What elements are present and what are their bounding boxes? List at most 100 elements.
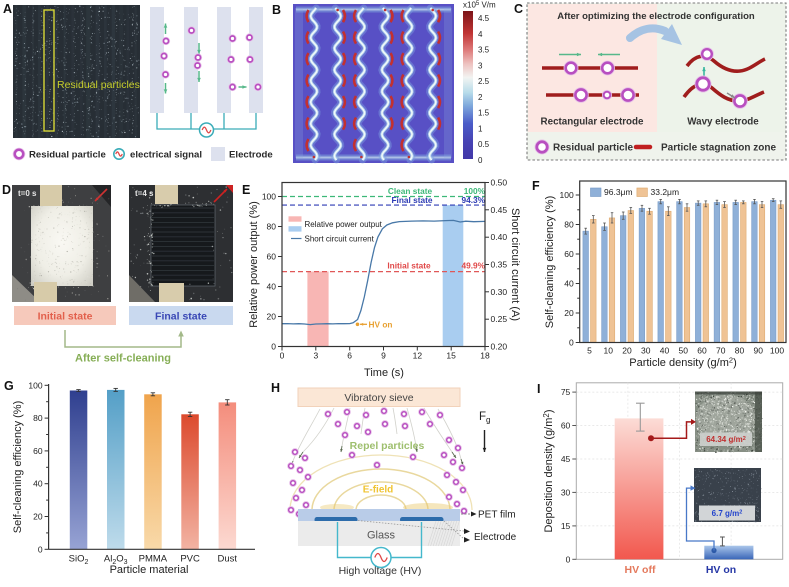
svg-text:0: 0 xyxy=(478,156,483,165)
svg-text:3: 3 xyxy=(313,351,318,361)
svg-text:0.45: 0.45 xyxy=(491,205,508,215)
svg-text:75: 75 xyxy=(561,387,571,397)
svg-text:HV off: HV off xyxy=(625,564,656,576)
svg-text:30: 30 xyxy=(561,487,571,497)
svg-text:HV on: HV on xyxy=(706,564,736,576)
svg-text:45: 45 xyxy=(561,454,571,464)
svg-text:A: A xyxy=(3,2,12,16)
svg-text:Electrode: Electrode xyxy=(229,150,273,161)
svg-text:94.3%: 94.3% xyxy=(461,195,485,205)
svg-text:33.2μm: 33.2μm xyxy=(651,187,680,197)
svg-text:6: 6 xyxy=(347,351,352,361)
svg-text:40: 40 xyxy=(564,279,574,289)
svg-text:Glass: Glass xyxy=(367,530,396,542)
svg-text:Vibratory sieve: Vibratory sieve xyxy=(344,392,413,404)
svg-text:30: 30 xyxy=(641,346,651,356)
svg-text:100: 100 xyxy=(770,346,784,356)
svg-text:96.3μm: 96.3μm xyxy=(604,187,633,197)
svg-text:Electrode: Electrode xyxy=(474,532,517,543)
svg-text:x105 V/m: x105 V/m xyxy=(463,1,496,10)
svg-text:Residual particle: Residual particle xyxy=(29,150,106,161)
svg-text:Particle density (g/m2): Particle density (g/m2) xyxy=(629,356,737,370)
svg-text:Particle stagnation zone: Particle stagnation zone xyxy=(661,143,776,154)
svg-text:60: 60 xyxy=(33,446,43,456)
svg-text:40: 40 xyxy=(33,479,43,489)
svg-text:6.7 g/m2: 6.7 g/m2 xyxy=(712,509,743,518)
svg-text:0.25: 0.25 xyxy=(491,314,508,324)
svg-text:Relative power output (%): Relative power output (%) xyxy=(248,201,260,328)
svg-text:2: 2 xyxy=(478,93,483,102)
svg-text:20: 20 xyxy=(564,308,574,318)
svg-text:0.5: 0.5 xyxy=(478,140,490,149)
svg-text:F: F xyxy=(532,179,540,193)
svg-text:80: 80 xyxy=(564,220,574,230)
svg-text:0: 0 xyxy=(271,342,276,352)
svg-text:3: 3 xyxy=(478,61,483,70)
svg-text:1: 1 xyxy=(478,124,483,133)
svg-text:electrical signal: electrical signal xyxy=(130,150,202,161)
svg-text:Short circuit current (A): Short circuit current (A) xyxy=(509,208,521,321)
svg-text:Final state: Final state xyxy=(391,195,432,205)
svg-text:Self-cleaning efficiency (%): Self-cleaning efficiency (%) xyxy=(544,196,556,328)
svg-text:40: 40 xyxy=(660,346,670,356)
svg-text:Time (s): Time (s) xyxy=(364,367,404,379)
svg-text:H: H xyxy=(271,381,280,395)
svg-text:After self-cleaning: After self-cleaning xyxy=(75,353,171,365)
svg-text:0.30: 0.30 xyxy=(491,287,508,297)
svg-text:0: 0 xyxy=(280,351,285,361)
svg-text:64.34 g/m2: 64.34 g/m2 xyxy=(706,435,746,444)
svg-text:G: G xyxy=(4,379,14,393)
svg-text:Relative power output: Relative power output xyxy=(305,220,383,229)
svg-text:20: 20 xyxy=(33,512,43,522)
svg-text:After optimizing the electrode: After optimizing the electrode configura… xyxy=(557,11,755,22)
svg-text:0: 0 xyxy=(569,338,574,348)
svg-text:4.5: 4.5 xyxy=(478,14,490,23)
svg-text:Short circuit current: Short circuit current xyxy=(305,234,375,243)
svg-text:20: 20 xyxy=(267,312,277,322)
svg-text:High voltage (HV): High voltage (HV) xyxy=(339,565,422,577)
svg-text:60: 60 xyxy=(267,252,277,262)
svg-text:80: 80 xyxy=(735,346,745,356)
svg-text:0.20: 0.20 xyxy=(491,342,508,352)
svg-text:I: I xyxy=(537,382,540,396)
svg-text:PVC: PVC xyxy=(180,553,200,564)
svg-text:70: 70 xyxy=(716,346,726,356)
svg-text:Dust: Dust xyxy=(218,553,238,564)
svg-text:9: 9 xyxy=(381,351,386,361)
svg-text:60: 60 xyxy=(561,421,571,431)
svg-text:5: 5 xyxy=(587,346,592,356)
svg-text:20: 20 xyxy=(622,346,632,356)
svg-text:49.9%: 49.9% xyxy=(461,261,485,271)
svg-text:1.5: 1.5 xyxy=(478,109,490,118)
svg-text:60: 60 xyxy=(564,249,574,259)
svg-text:100: 100 xyxy=(560,190,574,200)
svg-text:60: 60 xyxy=(697,346,707,356)
svg-text:D: D xyxy=(2,183,11,197)
svg-text:15: 15 xyxy=(561,521,571,531)
svg-text:40: 40 xyxy=(267,282,277,292)
svg-text:12: 12 xyxy=(413,351,423,361)
svg-text:100: 100 xyxy=(262,192,276,202)
svg-text:Initial state: Initial state xyxy=(387,261,431,271)
svg-text:Residual particles: Residual particles xyxy=(57,79,140,91)
svg-text:100: 100 xyxy=(28,380,42,390)
svg-text:50: 50 xyxy=(679,346,689,356)
svg-text:Wavy electrode: Wavy electrode xyxy=(687,117,759,128)
svg-text:2.5: 2.5 xyxy=(478,77,490,86)
svg-text:Particle material: Particle material xyxy=(110,564,189,576)
svg-text:Repel particles: Repel particles xyxy=(350,440,425,452)
svg-text:15: 15 xyxy=(446,351,456,361)
svg-text:E: E xyxy=(242,183,250,197)
svg-text:C: C xyxy=(514,2,523,16)
svg-text:Residual particle: Residual particle xyxy=(553,143,633,154)
svg-text:80: 80 xyxy=(267,222,277,232)
svg-text:Deposition density (g/m2): Deposition density (g/m2) xyxy=(542,409,555,532)
svg-text:0.40: 0.40 xyxy=(491,232,508,242)
svg-text:10: 10 xyxy=(604,346,614,356)
svg-text:t=0 s: t=0 s xyxy=(18,189,37,198)
svg-text:0.50: 0.50 xyxy=(491,178,508,188)
svg-text:0: 0 xyxy=(38,544,43,554)
svg-text:18: 18 xyxy=(480,351,490,361)
svg-text:E-field: E-field xyxy=(363,485,394,496)
svg-text:Rectangular electrode: Rectangular electrode xyxy=(541,117,644,128)
